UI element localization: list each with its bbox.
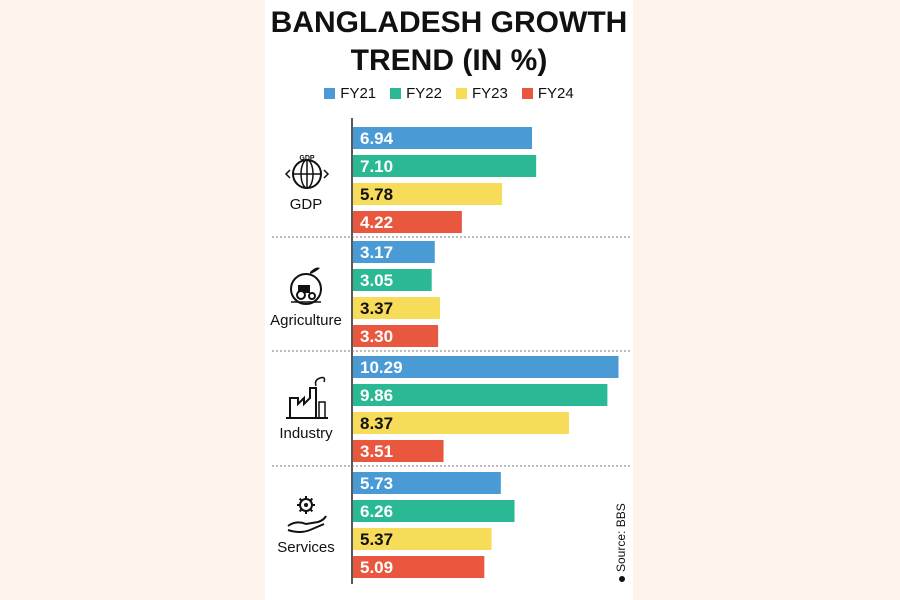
building-icon	[318, 401, 326, 419]
bar-value-label: 5.09	[360, 558, 393, 577]
bar-value-label: 6.94	[360, 129, 394, 148]
title-line-1: BANGLADESH GROWTH	[270, 6, 628, 39]
legend: FY21 FY22 FY23 FY24	[265, 85, 633, 102]
legend-item-fy22: FY22	[390, 85, 442, 102]
bar-value-label: 5.73	[360, 474, 393, 493]
bar-value-label: 4.22	[360, 213, 393, 232]
bar-agriculture-fy22	[353, 269, 432, 291]
bar-value-label: 10.29	[360, 358, 403, 377]
category-label-industry: Industry	[279, 425, 333, 442]
globe-gdp-text: GDP	[299, 155, 315, 162]
tractor-wheel-front	[308, 292, 316, 300]
bar-value-label: 3.51	[360, 442, 393, 461]
bar-industry-fy21	[353, 356, 619, 378]
legend-swatch-fy22	[390, 88, 402, 99]
bar-agriculture-fy23	[353, 297, 440, 319]
legend-item-fy23: FY23	[456, 85, 508, 102]
bar-value-label: 7.10	[360, 157, 393, 176]
gear-tooth	[309, 508, 314, 513]
tractor-body	[298, 285, 310, 293]
gear-tooth	[309, 497, 314, 502]
gear-center	[304, 503, 308, 507]
gear-tooth	[298, 508, 303, 513]
bar-industry-fy22	[353, 384, 608, 406]
category-label-services: Services	[277, 539, 335, 556]
legend-label-fy21: FY21	[340, 85, 377, 102]
legend-swatch-fy24	[521, 88, 533, 99]
tractor-icon	[290, 273, 322, 305]
legend-swatch-fy21	[324, 88, 336, 99]
smoke-icon	[314, 376, 326, 387]
bar-industry-fy24	[353, 440, 444, 462]
category-label-agriculture: Agriculture	[270, 312, 342, 329]
bar-gdp-fy23	[353, 183, 503, 205]
bar-value-label: 8.37	[360, 414, 393, 433]
chart-title: BANGLADESH GROWTH TREND (IN %)	[265, 4, 633, 80]
source-note: Source: BBS	[614, 503, 628, 582]
globe-arrows	[284, 169, 330, 179]
bar-value-label: 3.37	[360, 299, 393, 318]
hand-shape	[287, 515, 327, 527]
legend-item-fy24: FY24	[521, 85, 574, 102]
bar-value-label: 3.05	[360, 271, 393, 290]
tractor-wheel-back	[296, 290, 306, 300]
legend-item-fy21: FY21	[324, 85, 376, 102]
bar-value-label: 5.78	[360, 185, 393, 204]
bar-services-fy22	[353, 500, 515, 522]
bar-value-label: 3.30	[360, 327, 393, 346]
category-label-gdp: GDP	[290, 196, 323, 213]
bar-gdp-fy24	[353, 211, 462, 233]
bar-agriculture-fy21	[353, 241, 435, 263]
gear-tooth	[298, 497, 303, 502]
source-text: Source: BBS	[614, 503, 628, 572]
title-line-2: TREND (IN %)	[350, 44, 548, 77]
bar-value-label: 3.17	[360, 243, 393, 262]
bar-gdp-fy21	[353, 127, 533, 149]
bar-agriculture-fy24	[353, 325, 439, 347]
bar-services-fy21	[353, 472, 501, 494]
leaf-shape	[310, 267, 320, 274]
bar-industry-fy23	[353, 412, 569, 434]
legend-label-fy23: FY23	[472, 85, 508, 102]
bar-value-label: 6.26	[360, 502, 393, 521]
factory-icon	[289, 387, 317, 419]
hand-palm	[287, 523, 325, 533]
bullet-icon	[618, 576, 625, 582]
legend-label-fy22: FY22	[406, 85, 442, 102]
legend-swatch-fy23	[456, 88, 467, 99]
bar-value-label: 5.37	[360, 530, 393, 549]
bar-services-fy23	[353, 528, 492, 550]
bar-gdp-fy22	[353, 155, 537, 177]
legend-label-fy24: FY24	[537, 85, 574, 102]
bar-value-label: 9.86	[360, 386, 393, 405]
bar-services-fy24	[353, 556, 485, 578]
